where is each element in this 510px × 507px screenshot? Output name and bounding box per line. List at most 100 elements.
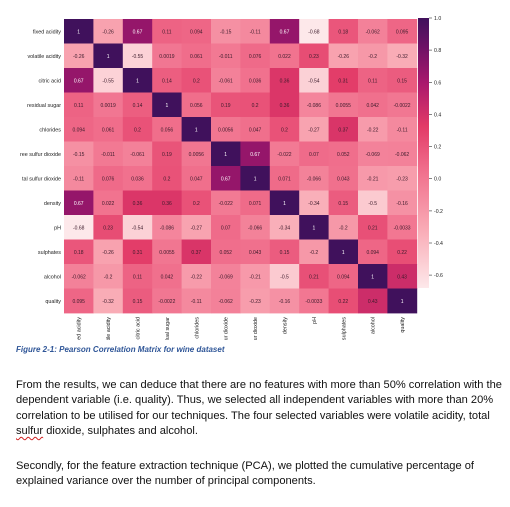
cell-value-label: -0.0022 bbox=[158, 299, 175, 305]
cell-value-label: 0.18 bbox=[74, 250, 84, 256]
cell-value-label: 1 bbox=[342, 250, 345, 256]
heatmap-cell bbox=[269, 117, 300, 142]
cell-value-label: -0.061 bbox=[219, 78, 233, 84]
heatmap-cell bbox=[64, 264, 94, 289]
cell-value-label: -0.68 bbox=[73, 225, 85, 231]
cell-value-label: 0.11 bbox=[162, 29, 172, 35]
heatmap-cell bbox=[269, 19, 300, 44]
heatmap-cell bbox=[211, 288, 241, 314]
heatmap-cell bbox=[328, 288, 359, 314]
heatmap-cell bbox=[240, 19, 271, 44]
cell-value-label: 0.047 bbox=[249, 127, 262, 133]
cell-value-label: 0.0055 bbox=[336, 103, 352, 109]
heatmap-cell bbox=[387, 92, 418, 118]
heatmap-cell bbox=[93, 68, 124, 93]
heatmap-cell bbox=[269, 264, 300, 289]
heatmap-cell bbox=[93, 43, 124, 69]
heatmap-cell bbox=[299, 43, 329, 69]
cell-value-label: 0.37 bbox=[338, 127, 348, 133]
heatmap-cell bbox=[211, 215, 241, 240]
cell-value-label: 0.14 bbox=[162, 78, 172, 84]
cell-value-label: 0.15 bbox=[133, 299, 143, 305]
cell-value-label: 0.21 bbox=[368, 225, 378, 231]
heatmap-cell bbox=[299, 92, 329, 118]
cell-value-label: 0.67 bbox=[74, 78, 84, 84]
row-label: density bbox=[44, 201, 61, 207]
heatmap-cell bbox=[240, 239, 271, 265]
row-label: sulphates bbox=[38, 250, 61, 256]
heatmap-cell bbox=[122, 215, 153, 240]
cell-value-label: 0.67 bbox=[250, 152, 260, 158]
heatmap-cell bbox=[122, 19, 153, 44]
heatmap-cell bbox=[328, 68, 359, 93]
cell-value-label: 0.67 bbox=[133, 29, 143, 35]
cell-value-label: -0.0022 bbox=[394, 103, 411, 109]
cell-value-label: 0.0055 bbox=[159, 250, 175, 256]
heatmap-cell bbox=[328, 43, 359, 69]
colorbar-tick-label: 0.4 bbox=[434, 112, 441, 118]
heatmap-cell bbox=[358, 117, 388, 142]
heatmap-cell bbox=[269, 141, 300, 167]
cell-value-label: -0.26 bbox=[102, 250, 114, 256]
cell-value-label: -0.062 bbox=[219, 299, 233, 305]
cell-value-label: -0.011 bbox=[219, 54, 233, 60]
cell-value-label: 1 bbox=[254, 176, 257, 182]
heatmap-cell bbox=[64, 239, 94, 265]
heatmap-cell bbox=[181, 68, 212, 93]
cell-value-label: -0.022 bbox=[219, 201, 233, 207]
cell-value-label: -0.23 bbox=[396, 176, 408, 182]
column-label: volatile acidity bbox=[106, 317, 112, 340]
heatmap-cell bbox=[122, 239, 153, 265]
cell-value-label: 0.11 bbox=[368, 78, 378, 84]
cell-value-label: 0.094 bbox=[190, 29, 203, 35]
cell-value-label: -0.32 bbox=[102, 299, 114, 305]
cell-value-label: 0.022 bbox=[102, 201, 115, 207]
heatmap-cell bbox=[152, 264, 182, 289]
heatmap-cell bbox=[152, 215, 182, 240]
cell-value-label: -0.26 bbox=[338, 54, 350, 60]
heatmap-cell bbox=[358, 68, 388, 93]
heatmap-cell bbox=[93, 264, 124, 289]
cell-value-label: 1 bbox=[283, 201, 286, 207]
cell-value-label: 0.094 bbox=[72, 127, 85, 133]
heatmap-cell bbox=[358, 166, 388, 191]
heatmap-cell bbox=[299, 264, 329, 289]
cell-value-label: -0.062 bbox=[366, 29, 380, 35]
cell-value-label: -0.27 bbox=[191, 225, 203, 231]
cell-value-label: 0.14 bbox=[133, 103, 143, 109]
cell-value-label: 0.2 bbox=[134, 127, 141, 133]
cell-value-label: -0.16 bbox=[279, 299, 291, 305]
heatmap-cell bbox=[299, 215, 329, 240]
cell-value-label: 0.0019 bbox=[159, 54, 175, 60]
cell-value-label: 0.2 bbox=[193, 201, 200, 207]
heatmap-cell bbox=[387, 43, 418, 69]
cell-value-label: -0.0033 bbox=[305, 299, 322, 305]
heatmap-cell bbox=[64, 117, 94, 142]
heatmap-cell bbox=[122, 166, 153, 191]
row-label: tal sulfur dioxide bbox=[22, 176, 61, 182]
cell-value-label: -0.086 bbox=[307, 103, 321, 109]
cell-value-label: 1 bbox=[224, 152, 227, 158]
row-label: volatile acidity bbox=[27, 54, 61, 60]
colorbar-tick-label: 0.8 bbox=[434, 48, 441, 54]
heatmap-cell bbox=[64, 19, 94, 44]
heatmap-cell bbox=[269, 43, 300, 69]
cell-value-label: -0.22 bbox=[367, 127, 379, 133]
cell-value-label: -0.069 bbox=[366, 152, 380, 158]
heatmap-cell bbox=[93, 215, 124, 240]
spellcheck-flagged-word[interactable]: sulfur bbox=[16, 424, 44, 437]
heatmap-cell bbox=[328, 264, 359, 289]
heatmap-cell bbox=[93, 166, 124, 191]
cell-value-label: 0.2 bbox=[252, 103, 259, 109]
heatmap-cell bbox=[122, 68, 153, 93]
heatmap-cell bbox=[152, 190, 182, 216]
cell-value-label: 0.22 bbox=[338, 299, 348, 305]
heatmap-cell bbox=[181, 215, 212, 240]
heatmap-cell bbox=[211, 141, 241, 167]
cell-value-label: 0.43 bbox=[397, 274, 407, 280]
heatmap-cell bbox=[358, 239, 388, 265]
heatmap-cell bbox=[358, 215, 388, 240]
heatmap-cell bbox=[152, 43, 182, 69]
row-label: citric acid bbox=[39, 78, 61, 84]
heatmap-cell bbox=[93, 19, 124, 44]
